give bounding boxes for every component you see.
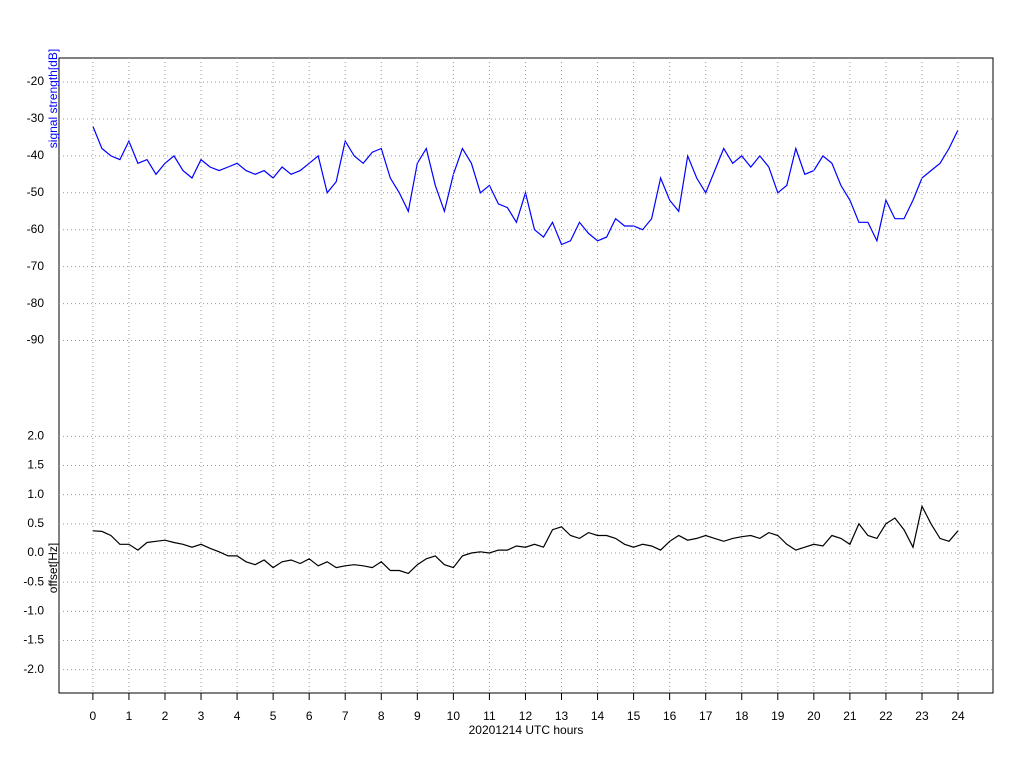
y-tick-label: 1.0 — [27, 487, 44, 501]
x-tick-label: 0 — [90, 709, 97, 723]
y-tick-label: -1.0 — [23, 604, 44, 618]
x-tick-label: 19 — [771, 709, 785, 723]
x-tick-label: 23 — [915, 709, 929, 723]
y-tick-label: -0.5 — [23, 574, 44, 588]
x-tick-label: 18 — [735, 709, 749, 723]
y-tick-label: -1.5 — [23, 633, 44, 647]
x-tick-label: 15 — [627, 709, 641, 723]
y-tick-label: -60 — [27, 222, 45, 236]
y-tick-label: 1.5 — [27, 458, 44, 472]
x-tick-label: 17 — [699, 709, 713, 723]
y-axis-label: signal strength[dB] — [46, 49, 60, 148]
x-tick-label: 12 — [519, 709, 533, 723]
x-tick-label: 6 — [306, 709, 313, 723]
y-axis-label: offset[Hz] — [46, 543, 60, 593]
y-tick-label: -70 — [27, 259, 45, 273]
x-tick-label: 13 — [555, 709, 569, 723]
x-tick-label: 20 — [807, 709, 821, 723]
x-tick-label: 4 — [234, 709, 241, 723]
x-tick-label: 9 — [414, 709, 421, 723]
y-tick-label: 0.0 — [27, 545, 44, 559]
x-tick-label: 8 — [378, 709, 385, 723]
x-tick-label: 16 — [663, 709, 677, 723]
y-tick-label: -40 — [27, 148, 45, 162]
x-tick-label: 11 — [483, 709, 496, 723]
y-tick-label: -30 — [27, 111, 45, 125]
x-tick-label: 10 — [447, 709, 461, 723]
x-axis-label: 20201214 UTC hours — [469, 723, 584, 737]
y-tick-label: 0.5 — [27, 516, 44, 530]
y-tick-label: -80 — [27, 296, 45, 310]
y-tick-label: -20 — [27, 74, 45, 88]
y-tick-label: -50 — [27, 185, 45, 199]
plot-frame — [58, 57, 994, 694]
y-tick-label: -2.0 — [23, 662, 44, 676]
series-line — [92, 504, 959, 575]
x-tick-label: 21 — [843, 709, 857, 723]
x-tick-label: 1 — [126, 709, 133, 723]
x-tick-label: 24 — [951, 709, 965, 723]
x-tick-label: 5 — [270, 709, 277, 723]
x-tick-label: 22 — [879, 709, 893, 723]
y-tick-label: 2.0 — [27, 429, 44, 443]
x-tick-label: 2 — [162, 709, 169, 723]
x-tick-label: 14 — [591, 709, 605, 723]
x-tick-label: 3 — [198, 709, 205, 723]
x-tick-label: 7 — [342, 709, 349, 723]
y-tick-label: -90 — [27, 333, 45, 347]
